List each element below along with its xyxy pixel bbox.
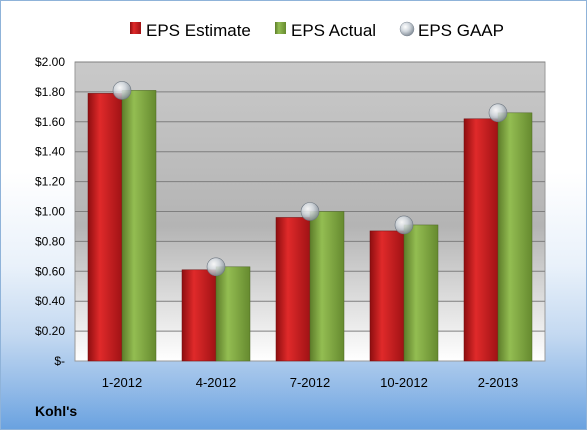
y-tick-label: $1.40 bbox=[35, 145, 65, 159]
legend-item-estimate: EPS Estimate bbox=[130, 21, 251, 40]
bar-eps-actual bbox=[215, 266, 251, 362]
legend-swatch-estimate bbox=[130, 22, 141, 34]
point-eps-gaap bbox=[394, 215, 414, 235]
legend-item-gaap: EPS GAAP bbox=[399, 21, 504, 40]
bar-eps-actual bbox=[497, 112, 533, 362]
y-tick-label: $0.80 bbox=[35, 234, 65, 248]
bar-eps-estimate bbox=[87, 93, 123, 362]
x-tick-label: 2-2013 bbox=[478, 375, 518, 390]
bar-eps-estimate bbox=[369, 230, 405, 362]
gaap-points bbox=[112, 81, 508, 277]
legend-label-gaap: EPS GAAP bbox=[418, 21, 504, 40]
x-tick-label: 7-2012 bbox=[290, 375, 330, 390]
bar-eps-actual bbox=[121, 90, 157, 362]
legend-item-actual: EPS Actual bbox=[275, 21, 376, 40]
y-tick-label: $1.60 bbox=[35, 115, 65, 129]
x-tick-label: 1-2012 bbox=[102, 375, 142, 390]
y-tick-label: $- bbox=[54, 354, 65, 368]
legend: EPS Estimate EPS Actual EPS GAAP bbox=[130, 21, 504, 40]
legend-label-estimate: EPS Estimate bbox=[146, 21, 251, 40]
bar-eps-estimate bbox=[463, 118, 499, 362]
y-tick-label: $1.20 bbox=[35, 175, 65, 189]
point-eps-gaap bbox=[300, 202, 320, 221]
bar-eps-actual bbox=[309, 211, 345, 362]
y-tick-label: $0.20 bbox=[35, 324, 65, 338]
company-label: Kohl's bbox=[35, 403, 78, 419]
bar-eps-estimate bbox=[181, 269, 217, 362]
legend-label-actual: EPS Actual bbox=[291, 21, 376, 40]
point-eps-gaap bbox=[206, 257, 226, 277]
x-axis-categories: 1-2012 4-2012 7-2012 10-2012 2-2013 bbox=[102, 375, 518, 390]
y-tick-label: $1.00 bbox=[35, 205, 65, 219]
point-eps-gaap bbox=[112, 81, 132, 100]
x-tick-label: 10-2012 bbox=[380, 375, 428, 390]
bar-eps-actual bbox=[403, 224, 439, 362]
y-tick-label: $1.80 bbox=[35, 85, 65, 99]
bars bbox=[87, 90, 533, 362]
y-tick-label: $0.60 bbox=[35, 264, 65, 278]
bar-eps-estimate bbox=[275, 217, 311, 362]
y-tick-label: $2.00 bbox=[35, 55, 65, 69]
y-tick-label: $0.40 bbox=[35, 294, 65, 308]
point-eps-gaap bbox=[488, 103, 508, 123]
legend-swatch-actual bbox=[275, 22, 286, 34]
x-tick-label: 4-2012 bbox=[196, 375, 236, 390]
legend-swatch-gaap bbox=[399, 21, 415, 37]
y-axis-ticks: $- $0.20 $0.40 $0.60 $0.80 $1.00 $1.20 $1.40 $1.… bbox=[35, 55, 65, 368]
